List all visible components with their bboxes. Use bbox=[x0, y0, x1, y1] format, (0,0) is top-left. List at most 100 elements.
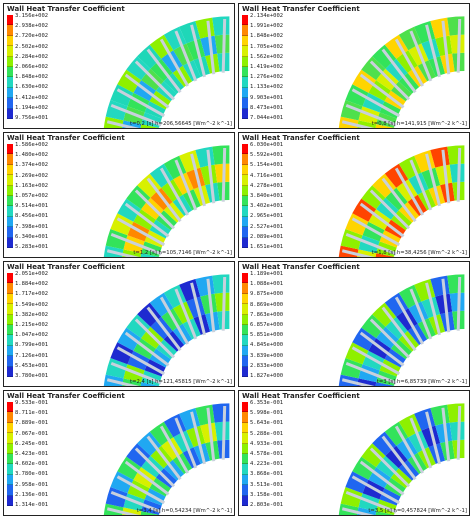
panel-title: Wall Heat Transfer Coefficient bbox=[242, 5, 360, 13]
legend-swatch bbox=[7, 77, 13, 88]
contour-cell bbox=[352, 69, 377, 93]
blade bbox=[425, 153, 442, 207]
contour-cell bbox=[435, 293, 453, 315]
legend-label: 8.711e-001 bbox=[15, 410, 49, 417]
legend-swatch bbox=[7, 164, 13, 176]
legend-label: 1.057e+002 bbox=[15, 192, 49, 199]
contour-cell bbox=[352, 327, 377, 351]
legend-label: 6.245e-001 bbox=[15, 440, 49, 447]
legend-label: 7.398e+001 bbox=[15, 223, 49, 230]
blade bbox=[394, 38, 425, 87]
legend-label: 7.863e+000 bbox=[250, 311, 284, 318]
legend-label: 1.630e+002 bbox=[15, 84, 49, 91]
blade bbox=[146, 48, 182, 94]
legend-swatch bbox=[242, 56, 248, 68]
legend-swatch bbox=[7, 422, 13, 434]
contour-cell bbox=[117, 69, 142, 93]
blade bbox=[369, 318, 411, 359]
legend-label: 1.848e+002 bbox=[250, 33, 284, 40]
legend-swatch bbox=[242, 283, 248, 294]
legend-label: 9.756e+001 bbox=[15, 114, 49, 121]
contour-cell bbox=[361, 56, 386, 81]
legend-label: 4.223e-001 bbox=[250, 461, 284, 468]
legend-label: 1.047e+002 bbox=[15, 332, 49, 339]
contour-cell bbox=[435, 35, 453, 57]
blade bbox=[206, 407, 216, 462]
blade bbox=[106, 120, 140, 128]
legend-label: 1.419e+002 bbox=[250, 63, 284, 70]
contour-cell bbox=[212, 274, 230, 294]
time-caption: t=3 [s] h=6,85739 [Wm^-2 k^-1] bbox=[376, 379, 467, 385]
blade bbox=[110, 103, 162, 127]
time-caption: t=3,4 [s] h=0,54234 [Wm^-2 k^-1] bbox=[136, 508, 232, 514]
legend-swatch bbox=[7, 293, 13, 305]
legend-label: 9.903e+001 bbox=[250, 94, 284, 101]
legend-color-bar bbox=[242, 273, 248, 378]
contour-cell bbox=[117, 198, 142, 222]
legend-swatch bbox=[7, 15, 13, 26]
panel-title: Wall Heat Transfer Coefficient bbox=[242, 263, 360, 271]
legend-swatch bbox=[242, 196, 248, 207]
legend-label: 1.382e+002 bbox=[15, 311, 49, 318]
contour-cell bbox=[140, 511, 160, 515]
legend-swatch bbox=[7, 464, 13, 475]
contour-cell bbox=[105, 229, 128, 250]
contour-cell bbox=[449, 34, 465, 54]
legend-swatch bbox=[7, 185, 13, 197]
blade bbox=[110, 232, 162, 256]
legend-color-bar bbox=[7, 144, 13, 249]
legend-swatch bbox=[7, 304, 13, 315]
blade bbox=[124, 331, 170, 367]
legend-label: 2.284e+002 bbox=[15, 53, 49, 60]
contour-cell bbox=[110, 471, 134, 494]
contour-plot bbox=[338, 274, 465, 386]
legend-label: 1.991e+002 bbox=[250, 23, 284, 30]
contour-cell bbox=[212, 16, 230, 36]
panel-title: Wall Heat Transfer Coefficient bbox=[7, 134, 125, 142]
blade bbox=[345, 232, 397, 256]
panel-title: Wall Heat Transfer Coefficient bbox=[7, 263, 125, 271]
legend-label: 1.705e+002 bbox=[250, 43, 284, 50]
time-caption: t=1,2 [s] h=105,7146 [Wm^-2 k^-1] bbox=[133, 250, 232, 256]
contour-cell bbox=[372, 302, 397, 327]
blade bbox=[394, 425, 425, 474]
contour-panel-6: Wall Heat Transfer Coefficient 1.189e+001… bbox=[238, 261, 470, 387]
contour-cell bbox=[200, 293, 218, 315]
legend-swatch bbox=[7, 206, 13, 217]
legend-swatch bbox=[7, 433, 13, 444]
legend-label: 5.288e-001 bbox=[250, 430, 284, 437]
contour-cell bbox=[110, 213, 134, 236]
blade bbox=[409, 288, 433, 340]
contour-cell bbox=[375, 511, 395, 515]
blade bbox=[409, 30, 433, 82]
contour-cell bbox=[140, 382, 160, 386]
legend-label: 9.875e+000 bbox=[250, 291, 284, 298]
contour-cell bbox=[372, 173, 397, 198]
contour-cell bbox=[435, 422, 453, 444]
contour-panel-3: Wall Heat Transfer Coefficient 1.586e+002… bbox=[3, 132, 235, 258]
blade bbox=[159, 38, 190, 87]
legend-label: 6.857e+000 bbox=[250, 321, 284, 328]
contour-cell bbox=[110, 342, 134, 365]
legend-swatch bbox=[242, 345, 248, 357]
legend-swatch bbox=[7, 335, 13, 346]
blade bbox=[206, 149, 216, 204]
blade bbox=[425, 282, 442, 336]
blade bbox=[134, 189, 176, 230]
legend-swatch bbox=[242, 422, 248, 434]
legend-label: 3.868e-001 bbox=[250, 471, 284, 478]
blade bbox=[221, 147, 227, 202]
contour-cell bbox=[447, 145, 465, 165]
blade bbox=[146, 177, 182, 223]
legend-swatch bbox=[242, 293, 248, 305]
blade bbox=[345, 490, 397, 514]
legend-label: 1.549e+002 bbox=[15, 301, 49, 308]
legend-swatch bbox=[7, 314, 13, 326]
contour-cell bbox=[126, 185, 151, 210]
contour-plot bbox=[338, 16, 465, 128]
contour-cell bbox=[340, 229, 363, 250]
contour-cell bbox=[137, 44, 162, 69]
blade bbox=[221, 276, 227, 331]
legend-label: 7.044e+001 bbox=[250, 114, 284, 121]
legend-labels: 6.353e-001 5.998e-001 5.643e-001 5.288e-001… bbox=[250, 400, 283, 508]
